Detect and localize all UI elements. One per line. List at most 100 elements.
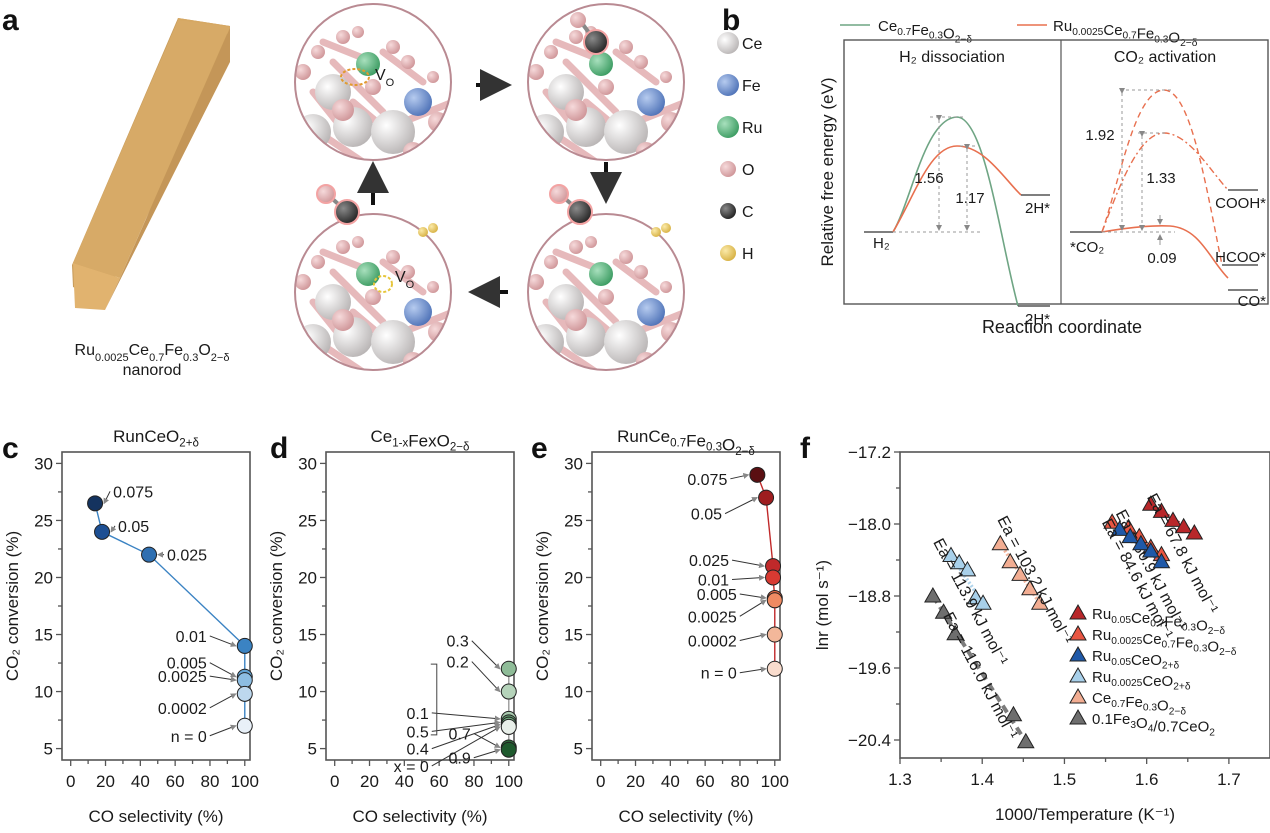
atom bbox=[427, 71, 439, 83]
x-tick-label: 100 bbox=[495, 772, 523, 791]
bond bbox=[612, 258, 660, 296]
y-axis-label: CO₂ conversion (%) bbox=[267, 531, 286, 681]
atom bbox=[336, 30, 350, 44]
formula-part: 3 bbox=[1130, 720, 1136, 731]
desorbed-o-atom bbox=[316, 184, 336, 204]
panel-f-chart: 1.3 1.4 1.5 1.6 1.7 −17.2 −18.0 −18.8 −19.6 −20.4… bbox=[813, 443, 1270, 824]
data-point bbox=[766, 660, 783, 677]
atom-h-icon bbox=[720, 245, 736, 261]
x-tick-label: 60 bbox=[166, 772, 185, 791]
state-co2: *CO₂ bbox=[1070, 239, 1104, 256]
formula-part: 1-x bbox=[392, 437, 408, 449]
atom bbox=[565, 309, 587, 331]
x-tick-label: 1.7 bbox=[1217, 770, 1241, 789]
x-tick-label: 1.6 bbox=[1135, 770, 1159, 789]
vacancy-marker bbox=[340, 68, 370, 86]
h-atom bbox=[661, 223, 671, 233]
atom bbox=[401, 55, 415, 69]
triangle-marker bbox=[958, 560, 977, 577]
atom bbox=[619, 250, 633, 264]
formula-part: 2−δ bbox=[1208, 626, 1226, 637]
legend-label: Ru0.05CeO2+δ bbox=[1092, 648, 1179, 672]
y-tick-label: 15 bbox=[564, 626, 583, 645]
panel-label-b: b bbox=[722, 4, 740, 37]
formula-part: 0.7 bbox=[1123, 31, 1137, 42]
x-axis-label: CO selectivity (%) bbox=[618, 807, 753, 826]
plot-frame bbox=[591, 451, 781, 761]
y-tick-label: 30 bbox=[298, 454, 317, 473]
trend-line bbox=[94, 503, 246, 726]
formula-part: Fe bbox=[164, 342, 183, 359]
label-arrow bbox=[739, 599, 767, 617]
triangle-marker bbox=[942, 546, 960, 562]
triangle-marker bbox=[1030, 594, 1049, 610]
formula-part: Ce bbox=[648, 427, 670, 446]
y-tick-label: 30 bbox=[564, 454, 583, 473]
atom bbox=[604, 110, 648, 154]
circle-border bbox=[294, 3, 452, 161]
label-arrow bbox=[431, 723, 501, 750]
y-axis-label: lnr (mol s⁻¹) bbox=[813, 560, 832, 650]
atom-legend-label: Ru bbox=[742, 120, 762, 137]
y-axis-label: CO₂ conversion (%) bbox=[3, 531, 22, 681]
triangle-marker bbox=[1069, 624, 1087, 641]
y-tick-label: 5 bbox=[44, 740, 53, 759]
legend-label-ru: Ru0.0025Ce0.7Fe0.3O2−δ bbox=[1053, 18, 1198, 49]
label-arrow bbox=[431, 720, 501, 732]
triangle-marker bbox=[934, 603, 953, 619]
point-label: 0.025 bbox=[167, 548, 207, 565]
label-arrow bbox=[473, 748, 501, 759]
data-point bbox=[236, 672, 253, 689]
label-arrow bbox=[209, 662, 237, 678]
atom bbox=[661, 322, 681, 342]
legend-label: Ce0.7Fe0.3O2−δ bbox=[1092, 690, 1186, 717]
atom-legend-label: Ce bbox=[742, 36, 763, 53]
bond bbox=[632, 98, 684, 126]
desorbed-o-atom bbox=[549, 184, 569, 204]
formula-part: Fe bbox=[686, 431, 706, 450]
barrier-h2-ce: 1.56 bbox=[914, 170, 943, 187]
formula-part: 2−δ bbox=[1180, 38, 1198, 49]
atom bbox=[428, 322, 448, 342]
data-point bbox=[500, 683, 517, 700]
adsorbed-c-atom bbox=[583, 29, 609, 55]
chart-title: RunCe0.7Fe0.3O2−δ bbox=[617, 427, 755, 458]
atom bbox=[528, 274, 544, 290]
formula-part: Fe bbox=[1137, 26, 1155, 43]
x-axis-label: 1000/Temperature (K⁻¹) bbox=[995, 805, 1175, 824]
x-tick-label: 60 bbox=[430, 772, 449, 791]
triangle-marker bbox=[1141, 541, 1160, 558]
data-point bbox=[236, 637, 253, 654]
bond bbox=[329, 268, 387, 326]
barrier-hcoo: 1.92 bbox=[1085, 127, 1114, 144]
x-tick-label: 100 bbox=[761, 772, 789, 791]
triangle-marker bbox=[1174, 517, 1193, 534]
formula-part: O bbox=[722, 436, 735, 455]
formula-part: Ce bbox=[129, 342, 150, 359]
panel-e-chart: 0 20 40 60 80 100 5 10 15 20 25 30 CO selectivity (%… bbox=[533, 427, 789, 826]
surface-atoms bbox=[295, 214, 451, 370]
triangle-marker bbox=[946, 624, 964, 641]
state-h2: H₂ bbox=[873, 235, 890, 252]
triangle-marker bbox=[1069, 708, 1087, 725]
panel-label-d: d bbox=[270, 432, 288, 465]
x-tick-label: 40 bbox=[661, 772, 680, 791]
label-arrow bbox=[431, 712, 501, 722]
right-panel-title: CO₂ activation bbox=[1114, 49, 1216, 66]
triangle-marker bbox=[1069, 666, 1087, 683]
triangle-marker bbox=[1069, 603, 1087, 620]
point-label: 0.05 bbox=[118, 519, 149, 536]
y-tick-label: 5 bbox=[308, 740, 317, 759]
triangle-marker bbox=[1164, 511, 1182, 527]
atom bbox=[585, 236, 597, 248]
state-hcoo: HCOO* bbox=[1215, 249, 1266, 266]
triangle-marker bbox=[1004, 705, 1023, 722]
activation-energy-label: Ea = 103.2 kJ mol⁻¹ bbox=[993, 513, 1075, 647]
data-point bbox=[500, 741, 517, 758]
formula-part: 2 bbox=[1209, 727, 1215, 738]
atom bbox=[619, 40, 633, 54]
legend-label: 0.1Fe3O4/0.7CeO2 bbox=[1092, 711, 1215, 738]
plot-frame bbox=[899, 451, 1270, 759]
